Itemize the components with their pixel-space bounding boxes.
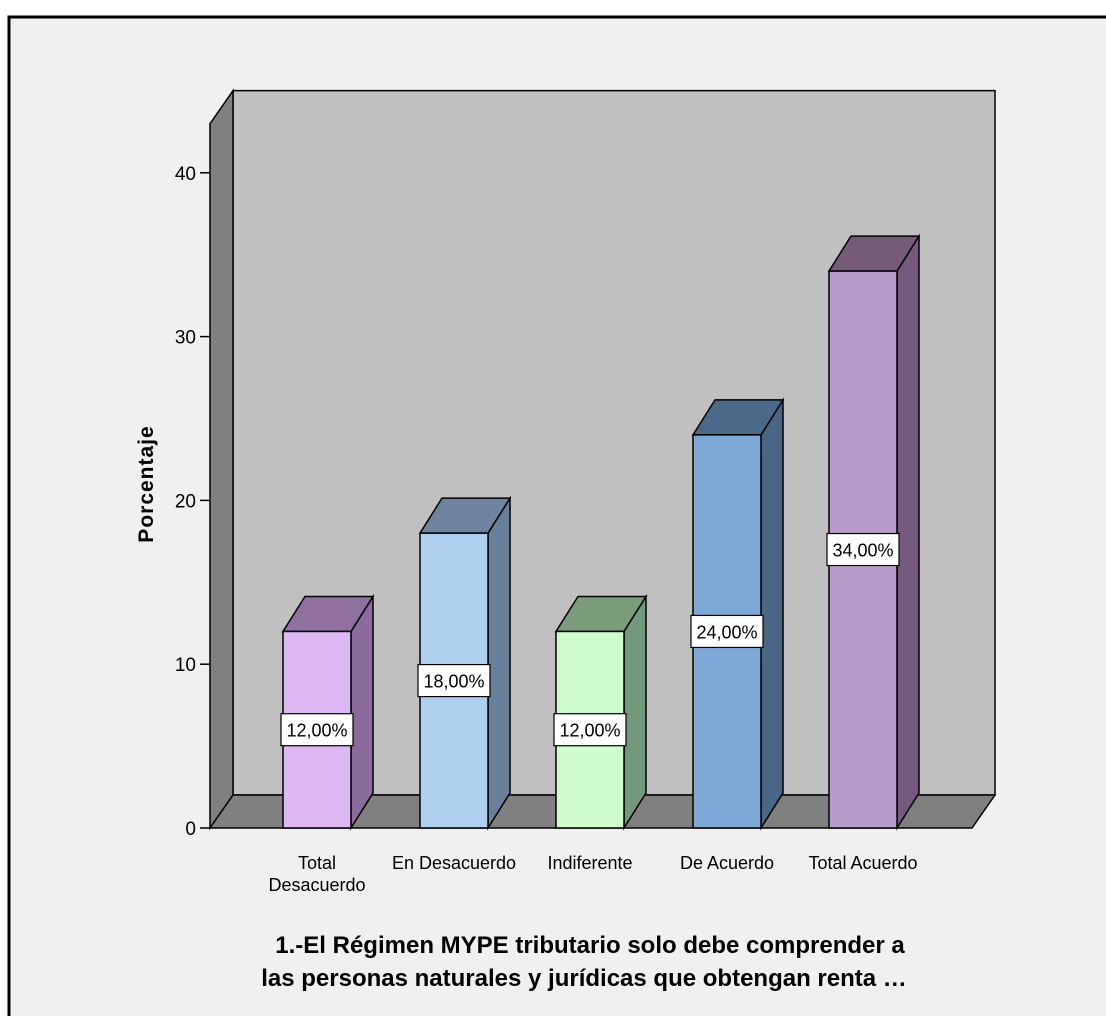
- x-tick-label: De Acuerdo: [680, 853, 774, 873]
- y-tick-label: 10: [175, 655, 196, 676]
- data-label-box: [826, 532, 900, 567]
- x-tick-label: Total: [298, 853, 336, 873]
- bar-side: [487, 495, 511, 831]
- y-tick-label: 20: [175, 491, 196, 512]
- data-label: 12,00%: [559, 721, 620, 741]
- bar: 24,00%: [690, 397, 785, 831]
- bar-side: [623, 593, 647, 831]
- data-label: 34,00%: [832, 541, 893, 561]
- x-tick-label: Total Acuerdo: [808, 853, 917, 873]
- y-tick-label: 30: [175, 328, 196, 349]
- data-label: 18,00%: [423, 672, 484, 692]
- y-tick-label: 40: [175, 164, 196, 185]
- side-wall: [209, 88, 234, 831]
- bars: 12,00% 18,00% 12,00% 24,00% 34,00%: [280, 233, 921, 831]
- y-axis: 0 10 20 30 40: [175, 164, 210, 840]
- bar: 12,00%: [553, 593, 648, 831]
- x-tick-label: Indiferente: [547, 853, 632, 873]
- x-axis-label-line-1: 1.-El Régimen MYPE tributario solo debe …: [275, 932, 905, 959]
- data-label-box: [280, 713, 354, 747]
- data-label: 12,00%: [286, 721, 347, 741]
- data-label-box: [417, 663, 491, 698]
- y-axis-label: Porcentaje: [135, 425, 158, 542]
- y-tick-label: 0: [185, 819, 196, 840]
- x-tick-label: Desacuerdo: [268, 875, 365, 895]
- bar-side: [896, 233, 920, 831]
- data-label-box: [690, 614, 764, 649]
- data-label-box: [553, 713, 627, 747]
- x-axis-label-line-2: las personas naturales y jurídicas que o…: [261, 965, 907, 992]
- data-label: 24,00%: [696, 622, 757, 642]
- bar-side: [350, 593, 374, 831]
- x-tick-label: En Desacuerdo: [392, 853, 516, 873]
- bar: 34,00%: [826, 233, 921, 831]
- bar: 12,00%: [280, 593, 375, 831]
- bar-side: [760, 397, 784, 831]
- bar: 18,00%: [417, 495, 512, 831]
